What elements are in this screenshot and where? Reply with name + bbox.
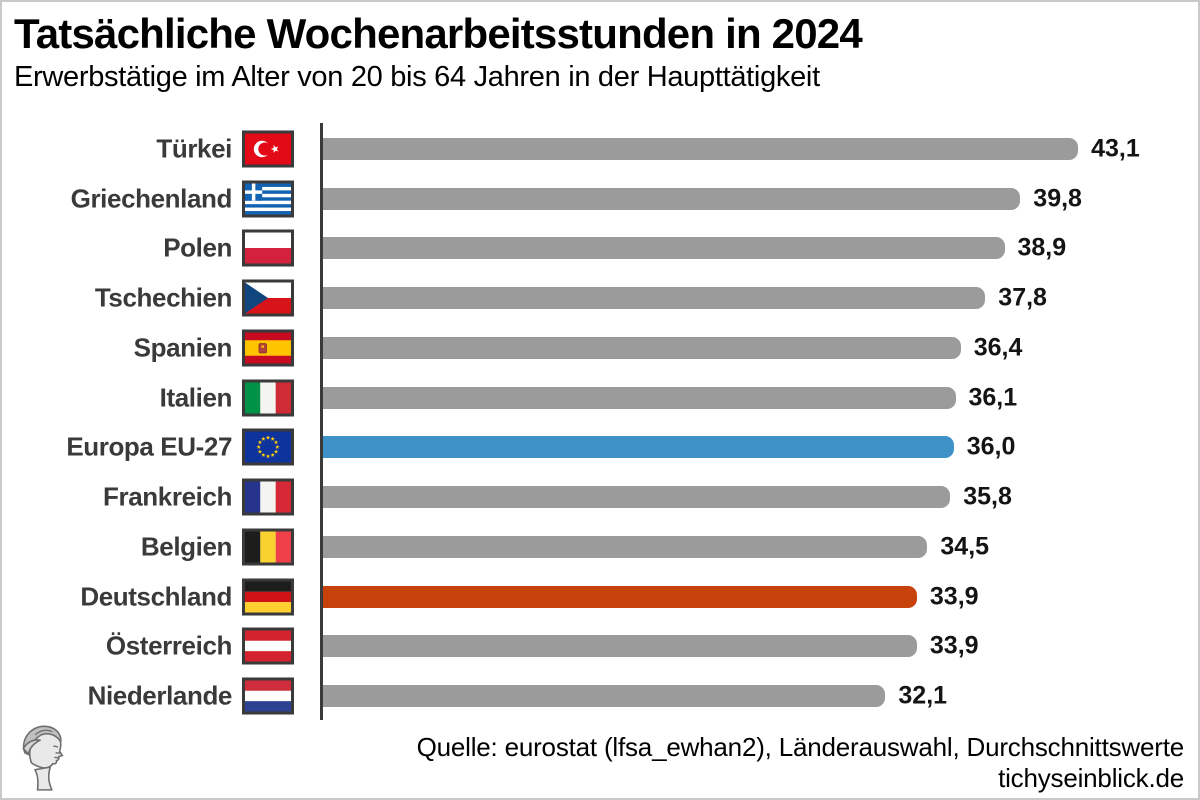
gr-flag-icon: [242, 180, 294, 218]
pl-flag-icon: [242, 229, 294, 267]
chart-row: Frankreich 35,8: [2, 472, 1198, 522]
bar-it: [323, 386, 956, 409]
country-label: Österreich: [105, 630, 232, 661]
source-line: Quelle: eurostat (lfsa_ewhan2), Länderau…: [416, 732, 1185, 762]
bar-pl: [323, 237, 1005, 260]
bar-de: [323, 585, 917, 608]
chart-row: Deutschland 33,9: [2, 572, 1198, 622]
value-label: 35,8: [963, 482, 1012, 511]
value-label: 39,8: [1033, 184, 1082, 213]
value-label: 43,1: [1091, 134, 1140, 163]
bar-cz: [323, 287, 986, 310]
value-label: 32,1: [898, 681, 948, 710]
bar-es: [323, 336, 961, 359]
be-flag-icon: [242, 528, 294, 566]
chart-row: Europa EU-27 36,0: [2, 423, 1198, 473]
chart-header: Tatsächliche Wochenarbeitsstunden in 202…: [14, 10, 1186, 94]
value-label: 38,9: [1017, 233, 1067, 262]
chart-row: Belgien 34,5: [2, 522, 1198, 572]
country-label: Griechenland: [70, 183, 233, 214]
bar-chart: Türkei 43,1 Griechenland 39,8 Polen 38,9 Tsche…: [2, 123, 1198, 721]
value-label: 33,9: [929, 582, 979, 611]
chart-row: Österreich 33,9: [2, 622, 1198, 672]
chart-row: Polen 38,9: [2, 224, 1198, 274]
es-flag-icon: [242, 329, 294, 367]
source-note: Quelle: eurostat (lfsa_ewhan2), Länderau…: [416, 732, 1185, 794]
value-label: 36,4: [973, 333, 1023, 362]
fr-flag-icon: [242, 478, 294, 516]
bar-be: [323, 535, 928, 558]
chart-row: Türkei 43,1: [2, 124, 1198, 174]
de-flag-icon: [242, 578, 294, 616]
cz-flag-icon: [242, 279, 294, 317]
bar-at: [323, 635, 917, 658]
value-label: 36,1: [968, 383, 1018, 412]
country-label: Niederlande: [87, 680, 233, 711]
chart-subtitle: Erwerbstätige im Alter von 20 bis 64 Jah…: [14, 61, 820, 94]
bar-eu: [323, 436, 954, 459]
chart-row: Griechenland 39,8: [2, 174, 1198, 224]
country-label: Frankreich: [103, 481, 232, 512]
bar-fr: [323, 486, 951, 509]
chart-row: Tschechien 37,8: [2, 273, 1198, 323]
at-flag-icon: [242, 627, 294, 665]
chart-row: Spanien 36,4: [2, 323, 1198, 373]
country-label: Belgien: [140, 531, 233, 562]
tr-flag-icon: [242, 130, 294, 168]
y-axis-line: [320, 123, 323, 720]
country-label: Europa EU-27: [66, 431, 232, 462]
country-label: Türkei: [156, 133, 232, 164]
bar-gr: [323, 187, 1021, 210]
chart-row: Italien 36,1: [2, 373, 1198, 423]
bar-tr: [323, 137, 1079, 160]
value-label: 37,8: [998, 283, 1047, 312]
country-label: Italien: [159, 382, 233, 413]
value-label: 33,9: [929, 631, 979, 660]
nl-flag-icon: [242, 677, 294, 715]
country-label: Deutschland: [80, 581, 232, 612]
country-label: Polen: [163, 232, 232, 263]
country-label: Tschechien: [94, 282, 233, 313]
country-label: Spanien: [133, 332, 233, 363]
eu-flag-icon: [242, 428, 294, 466]
tichys-einblick-logo-icon: [12, 720, 80, 792]
chart-rows: Türkei 43,1 Griechenland 39,8 Polen 38,9 Tsche…: [2, 124, 1198, 721]
chart-title: Tatsächliche Wochenarbeitsstunden in 202…: [14, 10, 863, 57]
chart-row: Niederlande 32,1: [2, 671, 1198, 721]
value-label: 36,0: [966, 432, 1016, 461]
value-label: 34,5: [940, 532, 990, 561]
it-flag-icon: [242, 379, 294, 417]
site-line: tichyseinblick.de: [998, 763, 1184, 793]
bar-nl: [323, 685, 886, 708]
